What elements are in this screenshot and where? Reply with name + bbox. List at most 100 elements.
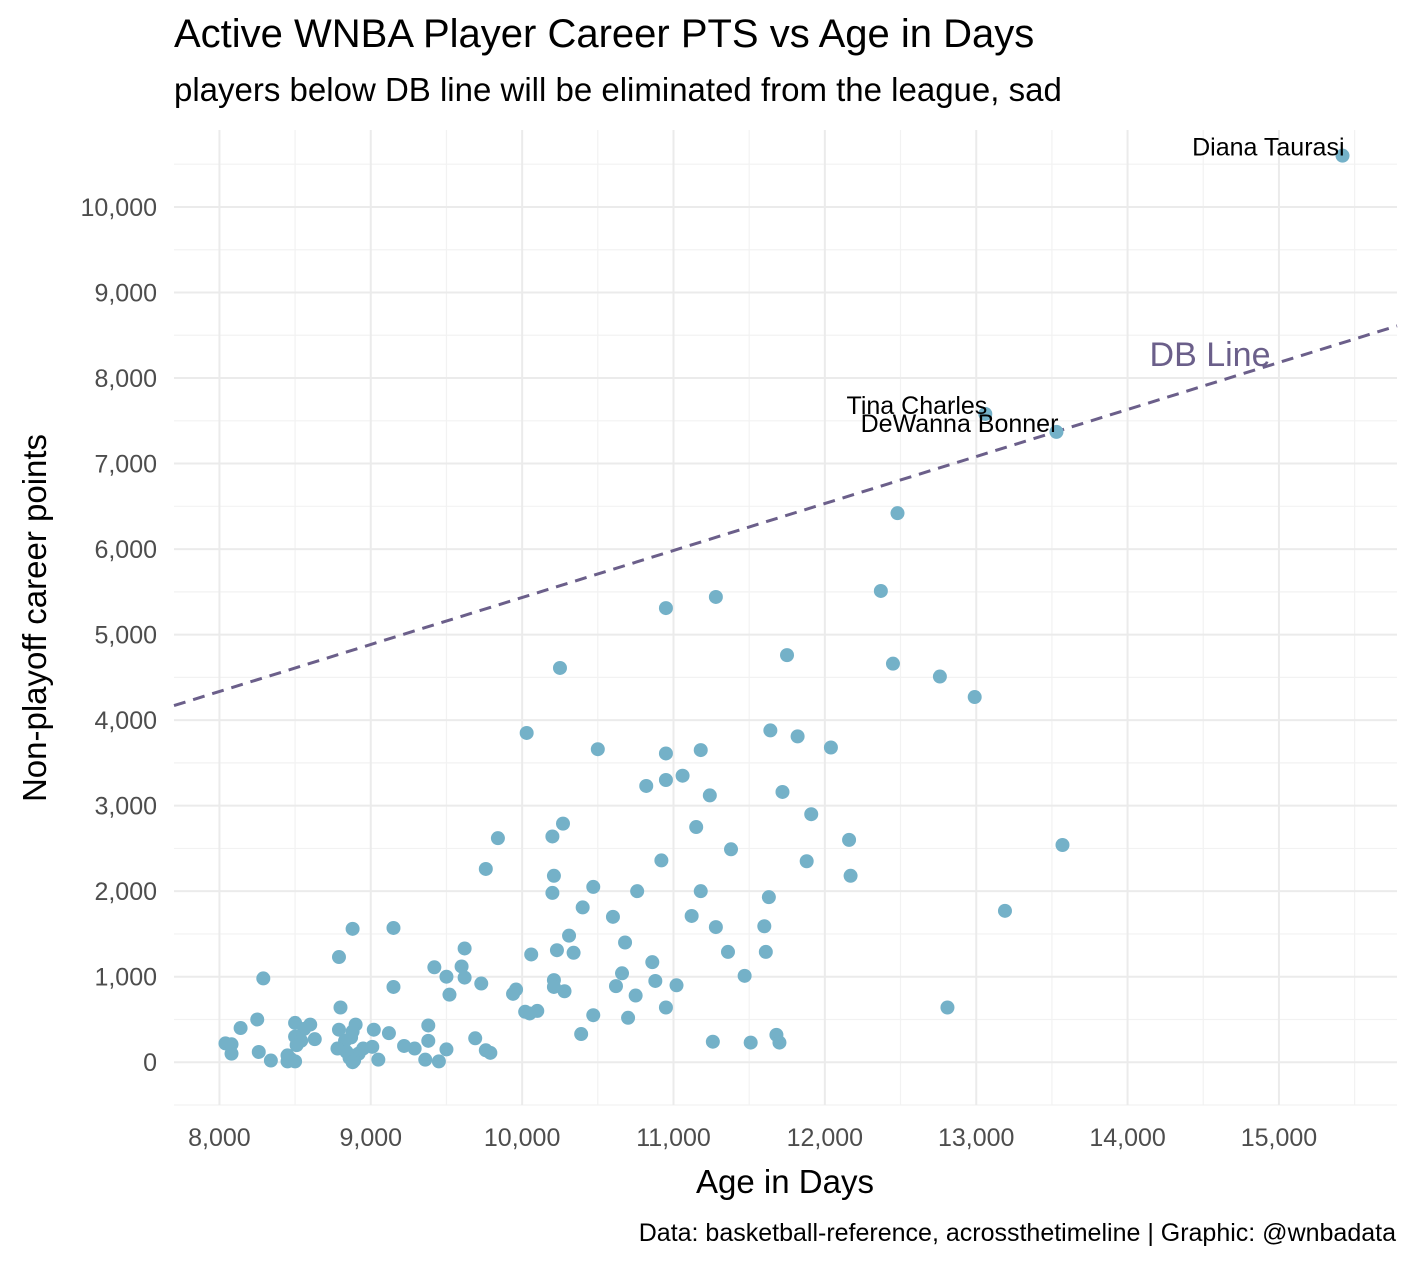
y-axis-title: Non-playoff career points [16, 434, 53, 802]
data-point [758, 944, 773, 959]
data-point [978, 406, 993, 421]
data-point [307, 1032, 322, 1047]
chart-subtitle: players below DB line will be eliminated… [174, 71, 1062, 108]
data-point [224, 1046, 239, 1061]
data-point [630, 884, 645, 899]
db-line-label: DB Line [1150, 336, 1271, 374]
data-point [288, 1054, 303, 1069]
data-point [724, 842, 739, 857]
data-point [658, 773, 673, 787]
data-point [397, 1038, 412, 1053]
y-tick-label: 7,000 [94, 451, 157, 479]
data-point [823, 740, 838, 755]
data-point [763, 723, 778, 738]
data-point [705, 1034, 720, 1049]
data-point [790, 729, 805, 744]
player-name-label: DeWanna Bonner [861, 410, 1059, 438]
data-point [506, 986, 521, 1001]
data-point [608, 979, 623, 994]
data-point [250, 1012, 265, 1027]
db-reference-line: DB Line [173, 324, 1398, 708]
data-point [645, 955, 660, 970]
gridlines [174, 130, 1397, 1106]
data-point [1049, 424, 1064, 439]
data-point [628, 988, 643, 1003]
data-point [772, 1035, 787, 1050]
data-point [427, 960, 442, 975]
y-tick-label: 2,000 [94, 878, 157, 906]
data-point [421, 1033, 436, 1048]
data-point [590, 742, 605, 757]
data-point [552, 660, 567, 675]
y-tick-label: 0 [143, 1049, 157, 1077]
data-point [483, 1045, 498, 1060]
data-point [873, 583, 888, 598]
data-point [457, 941, 472, 956]
data-point [885, 656, 900, 671]
data-point [708, 589, 723, 604]
data-point [967, 690, 982, 705]
data-point [381, 1026, 396, 1041]
x-tick-label: 11,000 [636, 1124, 711, 1152]
data-point [545, 885, 560, 900]
data-point [407, 1041, 422, 1056]
y-tick-label: 4,000 [94, 707, 157, 735]
data-point [566, 945, 581, 960]
x-tick-label: 12,000 [787, 1124, 863, 1152]
player-name-label: Tina Charles [847, 392, 988, 420]
data-point [997, 903, 1012, 918]
data-point [439, 969, 454, 984]
data-point [775, 784, 790, 799]
data-point [658, 746, 673, 761]
data-point [522, 1006, 537, 1021]
data-point [263, 1053, 278, 1068]
data-point [331, 950, 346, 965]
data-point [421, 1018, 436, 1033]
data-point [890, 506, 905, 521]
data-point [1055, 838, 1070, 852]
data-point [345, 921, 360, 936]
data-point [675, 768, 690, 783]
data-point [371, 1052, 386, 1067]
data-point [549, 943, 564, 958]
x-tick-label: 10,000 [484, 1124, 560, 1152]
x-axis-title: Age in Days [696, 1163, 874, 1200]
data-point [1335, 148, 1350, 163]
data-point [545, 829, 560, 844]
x-tick-label: 8,000 [188, 1124, 251, 1152]
data-point [366, 1022, 381, 1037]
db-line [173, 324, 1398, 708]
data-point [621, 1010, 636, 1025]
data-point [468, 1031, 483, 1046]
data-point [490, 831, 505, 846]
data-point [386, 979, 401, 994]
data-point [761, 890, 776, 905]
data-point [615, 966, 630, 981]
y-tick-label: 3,000 [94, 793, 157, 821]
y-tick-label: 8,000 [94, 365, 157, 393]
data-point [289, 1038, 304, 1053]
data-point [804, 807, 819, 822]
data-point [720, 944, 735, 959]
data-point [932, 669, 947, 684]
data-point [418, 1052, 433, 1067]
y-tick-label: 1,000 [94, 964, 157, 992]
y-tick-label: 10,000 [81, 194, 157, 222]
data-point [586, 879, 601, 894]
data-point [669, 978, 684, 993]
x-axis-ticks: 8,000 9,000 10,000 11,000 12,000 13,000 14,000… [188, 1124, 1317, 1152]
data-point [478, 861, 493, 876]
data-point [658, 1000, 673, 1015]
data-point [442, 987, 457, 1002]
data-point [586, 1008, 601, 1023]
data-point [639, 778, 654, 793]
data-point [743, 1035, 758, 1050]
data-point [331, 1022, 346, 1037]
data-point [689, 820, 704, 835]
data-point [702, 788, 717, 803]
data-point [557, 984, 572, 999]
data-point [737, 968, 752, 983]
data-point [654, 853, 669, 868]
data-point [940, 1000, 955, 1015]
data-point [333, 1000, 348, 1015]
